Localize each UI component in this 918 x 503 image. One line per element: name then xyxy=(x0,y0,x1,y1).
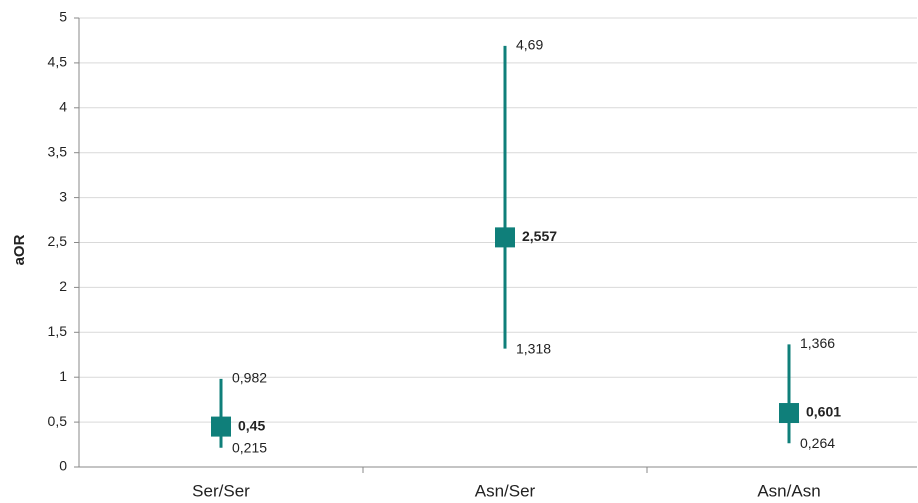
point-marker xyxy=(779,403,799,424)
y-tick-label: 5 xyxy=(59,9,67,25)
y-tick-label: 2 xyxy=(59,278,67,294)
upper-label: 0,982 xyxy=(232,370,267,386)
y-tick-label: 1 xyxy=(59,368,67,384)
value-label: 0,601 xyxy=(806,404,841,420)
upper-label: 4,69 xyxy=(516,37,543,53)
y-tick-label: 2,5 xyxy=(48,233,68,249)
y-tick-label: 3,5 xyxy=(48,143,68,159)
y-tick-label: 0 xyxy=(59,458,67,474)
lower-label: 0,215 xyxy=(232,439,267,455)
value-label: 0,45 xyxy=(238,417,265,433)
value-label: 2,557 xyxy=(522,228,557,244)
lower-label: 1,318 xyxy=(516,340,551,356)
x-tick-label: Ser/Ser xyxy=(192,481,250,500)
y-tick-label: 0,5 xyxy=(48,413,68,429)
point-marker xyxy=(495,227,515,248)
x-tick-label: Asn/Ser xyxy=(475,481,536,500)
y-tick-label: 4,5 xyxy=(48,54,68,70)
y-tick-label: 3 xyxy=(59,188,67,204)
lower-label: 0,264 xyxy=(800,435,835,451)
y-axis-label: aOR xyxy=(11,234,28,265)
y-tick-label: 1,5 xyxy=(48,323,68,339)
upper-label: 1,366 xyxy=(800,335,835,351)
x-tick-label: Asn/Asn xyxy=(757,481,820,500)
point-marker xyxy=(211,416,231,437)
y-tick-label: 4 xyxy=(59,99,67,115)
